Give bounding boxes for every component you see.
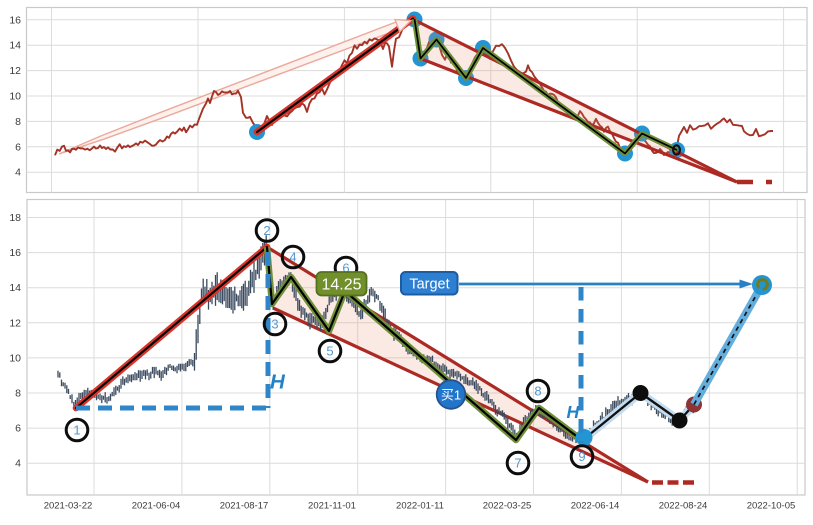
svg-text:Target: Target [409, 277, 449, 293]
svg-text:2021-06-04: 2021-06-04 [132, 501, 181, 512]
svg-text:10: 10 [9, 352, 21, 364]
svg-text:2022-01-11: 2022-01-11 [396, 501, 444, 512]
svg-text:3: 3 [271, 317, 278, 332]
svg-text:10: 10 [9, 91, 21, 103]
svg-text:4: 4 [15, 458, 21, 470]
svg-text:H: H [270, 371, 286, 394]
svg-text:2021-08-17: 2021-08-17 [220, 501, 269, 512]
svg-text:18: 18 [9, 212, 21, 224]
svg-text:6: 6 [342, 261, 349, 276]
svg-text:2022-10-05: 2022-10-05 [747, 501, 796, 512]
svg-text:2021-03-22: 2021-03-22 [44, 501, 93, 512]
svg-text:8: 8 [534, 384, 541, 399]
svg-text:H: H [567, 402, 580, 422]
svg-text:2: 2 [263, 223, 270, 238]
svg-text:14: 14 [9, 40, 21, 52]
svg-text:4: 4 [289, 250, 296, 265]
svg-text:6: 6 [15, 141, 21, 153]
svg-text:买1: 买1 [441, 388, 461, 403]
svg-text:8: 8 [15, 388, 21, 400]
svg-text:7: 7 [514, 456, 521, 471]
svg-text:2021-11-01: 2021-11-01 [308, 501, 356, 512]
svg-text:5: 5 [326, 344, 333, 359]
svg-text:1: 1 [73, 423, 80, 438]
svg-text:14.25: 14.25 [321, 277, 361, 294]
svg-text:9: 9 [578, 449, 585, 464]
svg-text:16: 16 [9, 14, 21, 26]
svg-text:12: 12 [9, 317, 21, 329]
svg-text:8: 8 [15, 116, 21, 128]
svg-text:2022-06-14: 2022-06-14 [571, 501, 620, 512]
svg-text:2022-03-25: 2022-03-25 [483, 501, 532, 512]
svg-text:6: 6 [15, 423, 21, 435]
svg-text:4: 4 [15, 167, 21, 179]
svg-text:14: 14 [9, 282, 21, 294]
svg-text:16: 16 [9, 247, 21, 259]
svg-text:12: 12 [9, 65, 21, 77]
svg-text:2022-08-24: 2022-08-24 [659, 501, 708, 512]
